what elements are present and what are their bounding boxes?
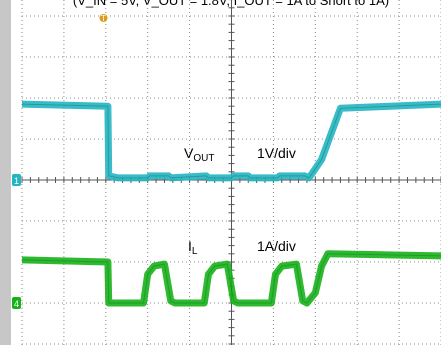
ch1-marker-label: 1 bbox=[14, 176, 19, 186]
vout-scale-label: 1V/div bbox=[257, 145, 296, 161]
vout-label-main: V bbox=[184, 145, 194, 161]
il-scale-label: 1A/div bbox=[257, 238, 296, 254]
channel-markers: T 1 4 bbox=[12, 14, 108, 309]
il-label-sub: L bbox=[192, 246, 198, 257]
il-trace bbox=[21, 250, 441, 307]
vout-trace bbox=[21, 100, 441, 182]
il-label: IL bbox=[188, 238, 198, 257]
left-strip bbox=[0, 0, 11, 345]
il-trace-noise bbox=[21, 253, 441, 304]
vout-label-sub: OUT bbox=[193, 153, 214, 164]
traces bbox=[21, 100, 441, 307]
svg-text:IL: IL bbox=[188, 238, 198, 257]
vout-label: VOUT bbox=[184, 145, 214, 164]
ch1-marker bbox=[12, 174, 21, 186]
vout-trace-noise bbox=[21, 103, 441, 179]
svg-text:VOUT: VOUT bbox=[184, 145, 214, 164]
ch4-marker bbox=[12, 297, 21, 309]
trigger-marker bbox=[99, 14, 108, 22]
il-label-main: I bbox=[188, 238, 192, 254]
trigger-marker-label: T bbox=[101, 14, 106, 23]
ch4-marker-label: 4 bbox=[14, 299, 19, 309]
